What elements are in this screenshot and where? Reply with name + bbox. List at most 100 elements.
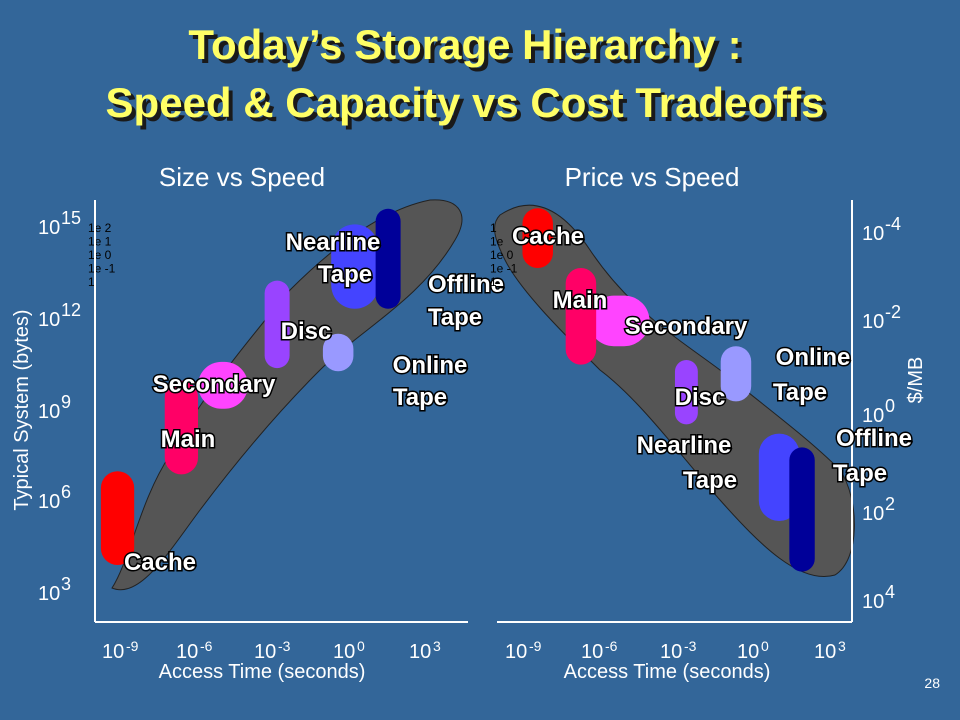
svg-text:10: 10 [176,641,198,663]
y-tick-label: 10 15 [38,208,81,239]
x-axis-label: Access Time (seconds) [564,661,771,683]
svg-text:10: 10 [38,401,60,423]
label-cache: Cache [124,549,196,576]
label-offline-tape: Offline [428,271,504,298]
svg-text:-9: -9 [529,638,542,654]
marker-cache [522,208,553,268]
x-tick-label: 10 -3 [660,638,697,663]
label-nearline-tape: Nearline [637,432,732,459]
y-axis-label: $/MB [905,357,927,404]
overlay-tick-text: 1e [490,235,504,249]
svg-text:10: 10 [862,311,884,333]
svg-text:3: 3 [61,574,71,594]
svg-text:0: 0 [357,638,365,654]
svg-text:9: 9 [61,392,71,412]
overlay-tick-text: 1e -1 [88,262,116,276]
y-tick-label: 10 3 [38,574,71,605]
marker-disc [674,360,698,425]
marker-offline-tape [375,208,401,309]
x-tick-label: 10 -6 [581,638,618,663]
x-tick-label: 10 -9 [102,638,139,663]
svg-text:0: 0 [761,638,769,654]
overlay-tick-text: 1 [490,221,497,235]
svg-text:-3: -3 [278,638,291,654]
svg-text:10: 10 [862,405,884,427]
svg-text:10: 10 [38,491,60,513]
svg-text:10: 10 [38,217,60,239]
label-main: Main [553,287,608,314]
svg-text:10: 10 [581,641,603,663]
marker-online-tape [720,346,752,402]
svg-text:4: 4 [885,582,895,602]
svg-text:-2: -2 [885,302,901,322]
svg-text:10: 10 [505,641,527,663]
marker-secondary [198,361,248,409]
label-disc: Disc [281,318,332,345]
overlay-tick-labels: 1e 21e 11e 01e -11 [88,221,116,289]
title-line1: Today’s Storage Hierarchy : [188,21,741,68]
marker-nearline-tape [331,224,379,309]
svg-text:-6: -6 [200,638,213,654]
overlay-tick-text: 1e 0 [490,248,514,262]
label-online-tape: Tape [393,384,447,411]
svg-text:10: 10 [660,641,682,663]
x-tick-label: 10 -9 [505,638,542,663]
y-tick-label: 10 6 [38,482,71,513]
title-line2: Speed & Capacity vs Cost Tradeoffs [106,79,825,126]
label-disc: Disc [675,384,726,411]
svg-text:0: 0 [885,396,895,416]
svg-text:10: 10 [862,503,884,525]
marker-cache [100,471,135,565]
svg-text:2: 2 [885,494,895,514]
x-tick-label: 10 3 [814,638,846,663]
overlay-tick-text: 1 [88,275,95,289]
label-offline-tape: Offline [836,425,912,452]
y-tick-label: 10 -2 [862,302,901,333]
overlay-tick-text: 1e 2 [88,221,112,235]
svg-text:12: 12 [61,300,81,320]
marker-main [164,380,199,475]
x-axis-label: Access Time (seconds) [159,661,366,683]
label-nearline-tape: Nearline [286,229,381,256]
svg-text:10: 10 [862,223,884,245]
x-tick-label: 10 0 [737,638,769,663]
label-online-tape: Online [393,352,468,379]
svg-text:6: 6 [61,482,71,502]
marker-online-tape [322,333,354,372]
svg-text:10: 10 [737,641,759,663]
category-markers [100,208,401,565]
chart-title: Size vs Speed [159,162,325,192]
slide-title: Today’s Storage Hierarchy : Today’s Stor… [106,21,829,130]
y-axis-label: Typical System (bytes) [11,309,33,510]
y-tick-label: 10 2 [862,494,895,525]
overlay-tick-text: 1e 1 [88,235,112,249]
y-tick-label: 10 9 [38,392,71,423]
svg-text:10: 10 [38,309,60,331]
overlay-tick-text: 1e -1 [490,262,518,276]
title-line1-shadow: Today’s Storage Hierarchy : [192,25,745,72]
category-labels: Cache Main Secondary Disc Online Tape Nearline… [510,222,913,496]
chart-title: Price vs Speed [565,162,740,192]
svg-text:10: 10 [814,641,836,663]
label-offline-tape: Tape [428,304,482,331]
svg-text:3: 3 [433,638,441,654]
label-nearline-tape: Tape [683,467,737,494]
x-tick-label: 10 3 [409,638,441,663]
x-tick-label: 10 -6 [176,638,213,663]
marker-secondary [588,295,650,347]
label-offline-tape: Tape [833,460,887,487]
page-number: 28 [924,675,940,691]
svg-text:10: 10 [38,583,60,605]
x-tick-labels: 10 -9 10 -6 10 -3 10 0 10 3 [505,638,846,663]
marker-offline-tape [789,447,815,572]
svg-text:3: 3 [838,638,846,654]
label-secondary: Secondary [625,313,748,340]
svg-text:10: 10 [862,591,884,613]
overlay-tick-text: 1 [490,275,497,289]
svg-text:10: 10 [333,641,355,663]
